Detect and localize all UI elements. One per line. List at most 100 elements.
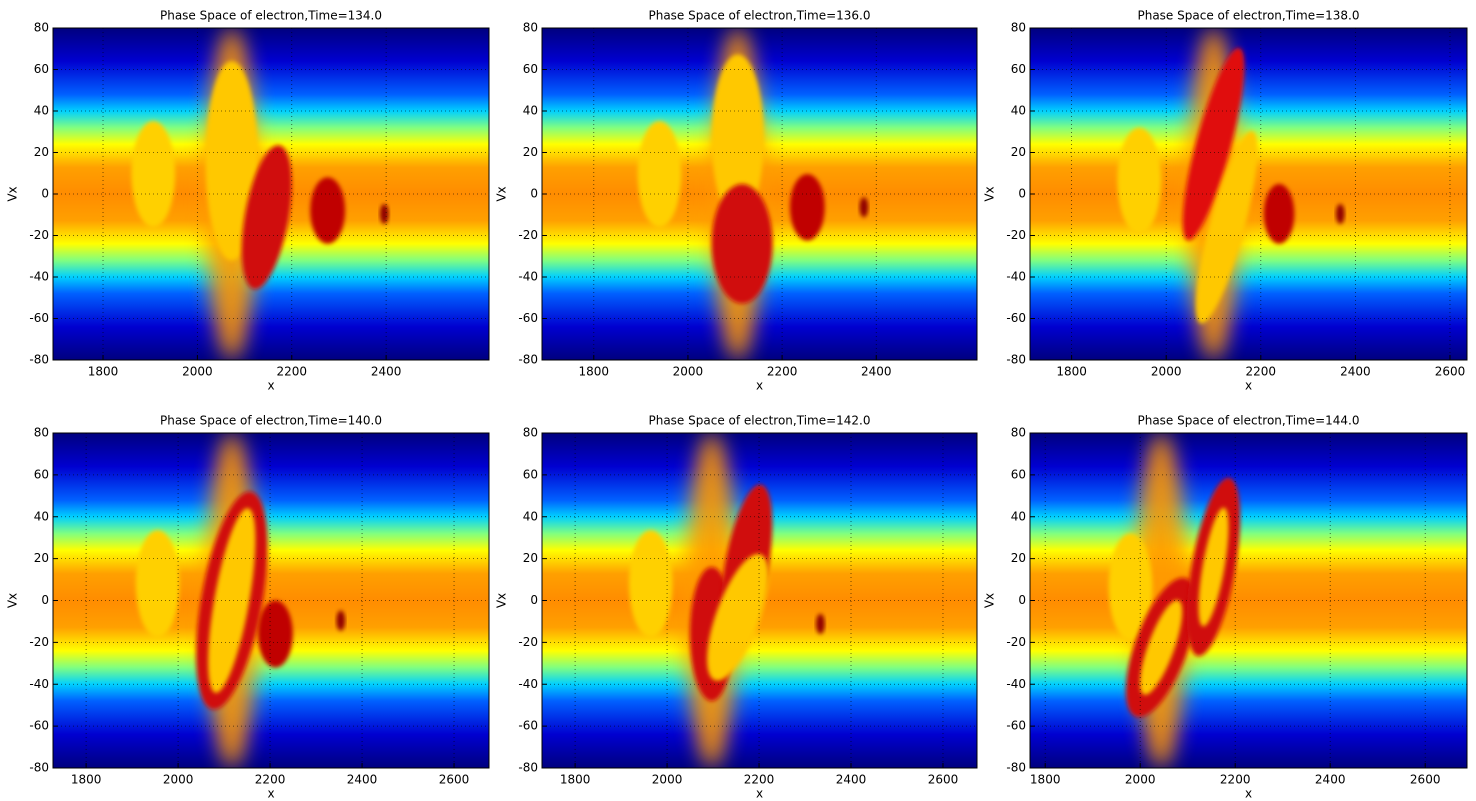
heatmap-image [542,433,977,768]
y-tick-label: 60 [523,467,538,481]
heatmap-structure [241,145,292,290]
x-axis-label: x [1245,379,1252,393]
y-tick-label: 0 [41,593,49,607]
heatmap-structure [1335,203,1345,224]
heatmap-image [542,28,977,360]
y-tick-label: 60 [34,467,49,481]
x-tick-label: 2000 [163,773,194,787]
x-tick-label: 2400 [347,773,378,787]
y-tick-label: -20 [29,228,49,242]
heatmap-structure [131,120,176,228]
x-tick-label: 1800 [1056,365,1087,379]
x-tick-label: 2000 [673,365,704,379]
x-tick-label: 2400 [836,773,867,787]
heatmap-structure [1182,47,1245,241]
heatmap-structure [135,530,180,638]
chart-title: Phase Space of electron,Time=140.0 [160,414,382,428]
heatmap-structure [205,61,258,261]
y-tick-label: 20 [34,551,49,565]
y-tick-label: 40 [34,509,49,523]
chart-title: Phase Space of electron,Time=142.0 [648,414,870,428]
heatmap-image [1030,433,1467,768]
y-axis-label: Vx [983,593,997,608]
x-tick-label: 1800 [560,773,591,787]
y-tick-label: 0 [1018,593,1026,607]
y-tick-label: 20 [523,551,538,565]
x-axis-label: x [756,379,763,393]
axes-frame [541,432,978,769]
heatmap-image [53,433,489,768]
x-tick-label: 1800 [1030,773,1061,787]
x-tick-label: 2600 [439,773,470,787]
y-tick-label: 80 [523,426,538,440]
y-tick-label: -60 [29,311,49,325]
y-tick-label: -20 [518,228,538,242]
x-tick-label: 2400 [1315,773,1346,787]
panel: 1800 2000 2200 2400 2600 -80 -60 -40 -20 0 20 40 60 8… [495,414,978,801]
panel: 1800 2000 2200 2400 2600 -80 -60 -40 -20 0 20 40 60 8… [983,9,1468,393]
heatmap-structure [859,197,869,218]
heatmap-background [53,433,489,768]
x-axis-label: x [1245,787,1252,801]
panel: 1800 2000 2200 2400 -80 -60 -40 -20 0 20 40 60 80 Pha… [495,9,978,393]
y-tick-label: 20 [1011,145,1026,159]
y-tick-label: -80 [1006,761,1026,775]
y-tick-label: 20 [523,145,538,159]
x-tick-label: 1800 [88,365,119,379]
y-tick-label: 0 [530,593,538,607]
chart-title: Phase Space of electron,Time=138.0 [1137,9,1359,23]
y-tick-label: 80 [523,21,538,35]
x-tick-label: 2000 [1151,365,1182,379]
x-tick-label: 2200 [255,773,286,787]
y-tick-label: 0 [1018,187,1026,201]
y-tick-label: -40 [518,270,538,284]
y-tick-label: 40 [1011,104,1026,118]
y-tick-label: 20 [34,145,49,159]
y-tick-label: 60 [1011,62,1026,76]
y-tick-label: 40 [523,104,538,118]
y-tick-label: 60 [523,62,538,76]
x-tick-label: 2200 [744,773,775,787]
panel: 1800 2000 2200 2400 -80 -60 -40 -20 0 20 40 60 80 Pha… [6,9,490,393]
y-tick-label: -60 [1006,311,1026,325]
x-tick-label: 2400 [861,365,892,379]
y-tick-label: 60 [1011,467,1026,481]
y-axis-label: Vx [983,186,997,201]
x-tick-label: 2600 [928,773,959,787]
y-tick-label: -80 [1006,353,1026,367]
x-axis-label: x [267,787,274,801]
y-tick-label: -80 [29,761,49,775]
heatmap-structure [1108,533,1153,641]
heatmap-structure [637,120,682,228]
x-tick-label: 2600 [1435,365,1466,379]
y-tick-label: 80 [1011,426,1026,440]
y-tick-label: -40 [29,677,49,691]
panel: 1800 2000 2200 2400 2600 -80 -60 -40 -20 0 20 40 60 8… [983,414,1468,801]
y-tick-label: -20 [1006,228,1026,242]
heatmap-structure [380,203,389,224]
x-tick-label: 2400 [371,365,402,379]
heatmap-structure [1198,507,1229,627]
y-tick-label: 40 [1011,509,1026,523]
heatmap-structure [1263,184,1295,244]
y-tick-label: -60 [29,719,49,733]
heatmap-image [1030,28,1467,360]
x-tick-label: 2600 [1410,773,1441,787]
x-tick-label: 1800 [71,773,102,787]
y-tick-label: -20 [29,635,49,649]
y-tick-label: -80 [29,353,49,367]
y-tick-label: -40 [518,677,538,691]
y-tick-label: -60 [518,719,538,733]
y-tick-label: 80 [34,426,49,440]
x-tick-label: 2400 [1340,365,1371,379]
x-tick-label: 2000 [1125,773,1156,787]
x-axis-label: x [756,787,763,801]
axes-frame [541,27,978,361]
heatmap-structure [310,177,346,244]
y-tick-label: 40 [34,104,49,118]
y-tick-label: -60 [1006,719,1026,733]
heatmap-structure [257,600,293,668]
x-tick-label: 1800 [579,365,610,379]
x-tick-label: 2200 [1220,773,1251,787]
x-tick-label: 2200 [276,365,307,379]
